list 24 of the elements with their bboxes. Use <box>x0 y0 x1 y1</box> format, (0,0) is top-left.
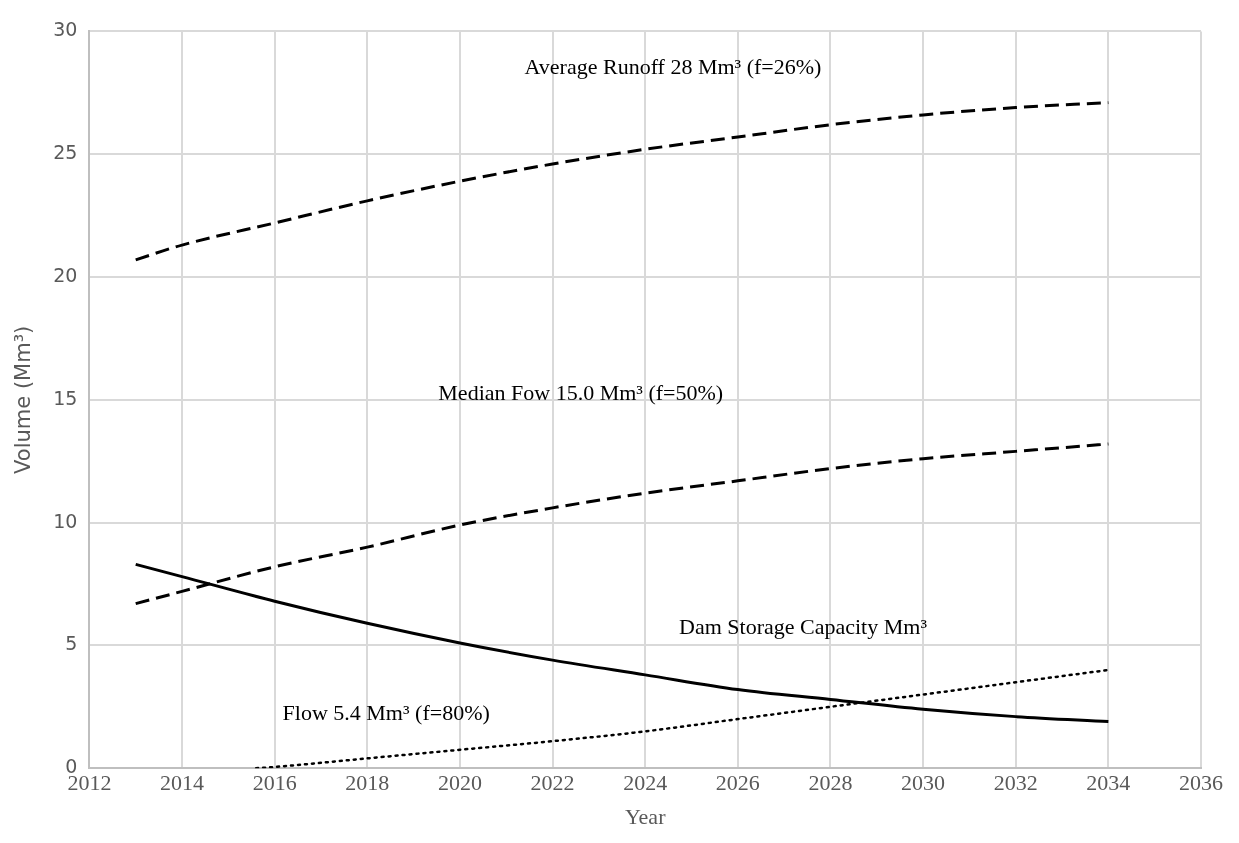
x-tick-label: 2030 <box>901 770 946 796</box>
annotation: Median Fow 15.0 Mm³ (f=50%) <box>438 380 724 406</box>
x-axis-title: Year <box>624 803 667 829</box>
x-tick-label: 2026 <box>715 770 760 796</box>
y-tick-label: 20 <box>53 263 78 286</box>
x-tick-label: 2022 <box>530 770 575 796</box>
annotation: Dam Storage Capacity Mm³ <box>679 613 928 639</box>
x-tick-label: 2024 <box>623 770 668 796</box>
y-tick-label: 25 <box>53 141 78 164</box>
y-tick-label: 15 <box>53 386 78 409</box>
y-axis-title: Volume (Mm³) <box>11 325 36 474</box>
x-tick-label: 2016 <box>252 770 297 796</box>
x-tick-label: 2014 <box>160 770 205 796</box>
y-tick-label: 10 <box>53 509 78 532</box>
x-tick-label: 2034 <box>1086 770 1131 796</box>
x-tick-label: 2028 <box>808 770 853 796</box>
annotation: Average Runoff 28 Mm³ (f=26%) <box>524 54 822 80</box>
x-tick-label: 2018 <box>345 770 390 796</box>
annotation: Flow 5.4 Mm³ (f=80%) <box>282 700 490 726</box>
x-tick-label: 2020 <box>437 770 482 796</box>
x-tick-label: 2036 <box>1179 770 1223 796</box>
y-tick-label: 5 <box>65 632 78 655</box>
y-tick-label: 30 <box>53 18 78 41</box>
x-tick-label: 2032 <box>993 770 1038 796</box>
